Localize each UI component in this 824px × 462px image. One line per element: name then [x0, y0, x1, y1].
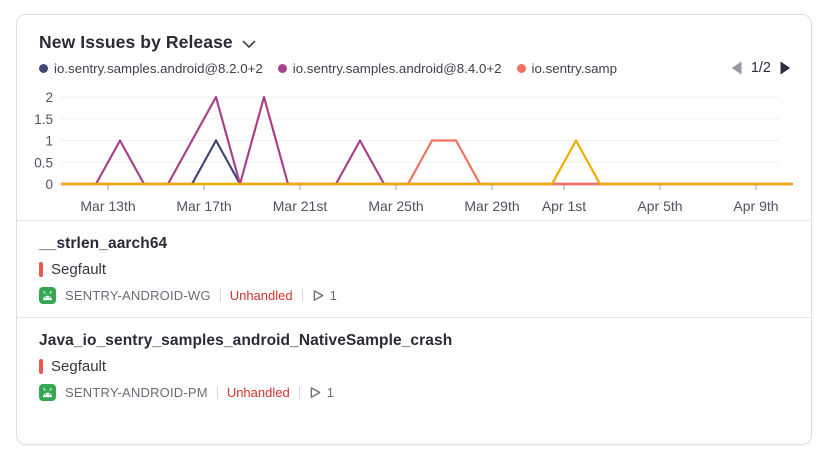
issue-row[interactable]: Java_io_sentry_samples_android_NativeSam…	[17, 317, 811, 414]
legend-label: io.sentry.samp	[531, 60, 618, 76]
legend-row: io.sentry.samples.android@8.2.0+2 io.sen…	[39, 60, 791, 76]
y-axis-label: 0.5	[34, 155, 53, 170]
x-axis-label: Mar 29th	[464, 198, 519, 214]
event-count-value: 1	[326, 385, 334, 400]
chevron-down-icon	[242, 40, 256, 48]
separator	[219, 289, 221, 302]
event-count: 1	[309, 385, 334, 400]
x-axis-label: Mar 13th	[80, 198, 135, 214]
issue-title[interactable]: __strlen_aarch64	[39, 235, 168, 252]
legend-dot	[277, 63, 287, 73]
separator	[216, 386, 218, 399]
separator	[301, 289, 303, 302]
issues-list: __strlen_aarch64 Segfault SENTRY-ANDROID…	[17, 220, 811, 414]
y-axis-label: 1.5	[34, 112, 53, 127]
widget-title[interactable]: New Issues by Release	[39, 32, 233, 52]
legend-item-release-2[interactable]: io.sentry.samples.android@8.4.0+2	[277, 60, 502, 76]
event-count-value: 1	[329, 288, 337, 303]
new-issues-chart[interactable]: 0 0.5 1 1.5 2 Mar 13th Mar 17th Mar 21st Mar 25t…	[17, 78, 811, 220]
legend-dot	[39, 63, 48, 73]
issue-type-label: Segfault	[51, 261, 107, 278]
unhandled-tag: Unhandled	[229, 288, 293, 303]
legend-next-button[interactable]	[780, 61, 791, 75]
y-axis-label: 0	[45, 177, 53, 192]
widget-title-row[interactable]: New Issues by Release	[39, 32, 791, 53]
legend-page-indicator: 1/2	[750, 60, 771, 76]
series-line-3	[60, 139, 794, 186]
y-axis-label: 2	[45, 90, 53, 105]
legend-label: io.sentry.samples.android@8.4.0+2	[292, 60, 502, 76]
x-axis-label: Mar 25th	[368, 198, 423, 214]
project-slug: SENTRY-ANDROID-WG	[65, 288, 211, 303]
new-issues-by-release-widget: New Issues by Release io.sentry.samples.…	[16, 14, 812, 445]
issue-meta-row: SENTRY-ANDROID-WG Unhandled 1	[39, 287, 789, 304]
x-axis-label: Mar 21st	[273, 198, 328, 214]
legend-prev-button[interactable]	[731, 61, 742, 75]
play-icon	[313, 290, 323, 301]
android-icon	[39, 384, 56, 401]
issue-row[interactable]: __strlen_aarch64 Segfault SENTRY-ANDROID…	[17, 221, 811, 317]
issue-meta-row: SENTRY-ANDROID-PM Unhandled 1	[39, 384, 789, 401]
issue-type-row: Segfault	[39, 261, 789, 278]
issue-title[interactable]: Java_io_sentry_samples_android_NativeSam…	[39, 332, 453, 349]
legend: io.sentry.samples.android@8.2.0+2 io.sen…	[39, 61, 721, 76]
x-axis-label: Mar 17th	[176, 198, 231, 214]
separator	[298, 386, 300, 399]
x-axis-label: Apr 9th	[733, 198, 778, 214]
y-axis-label: 1	[45, 134, 53, 149]
legend-item-release-3[interactable]: io.sentry.samp	[516, 60, 618, 76]
legend-item-release-1[interactable]: io.sentry.samples.android@8.2.0+2	[39, 61, 263, 76]
legend-pager: 1/2	[721, 60, 791, 76]
x-axis-label: Apr 1st	[542, 198, 586, 214]
legend-label: io.sentry.samples.android@8.2.0+2	[54, 60, 263, 76]
left-triangle-icon	[731, 61, 742, 75]
widget-header: New Issues by Release io.sentry.samples.…	[17, 15, 811, 76]
android-icon	[39, 287, 56, 304]
play-icon	[310, 387, 321, 398]
error-level-bar	[39, 262, 43, 277]
unhandled-tag: Unhandled	[226, 385, 290, 400]
x-axis-label: Apr 5th	[637, 198, 682, 214]
right-triangle-icon	[780, 61, 791, 75]
issue-type-label: Segfault	[51, 358, 107, 375]
legend-dot	[516, 63, 526, 73]
event-count: 1	[312, 288, 337, 303]
project-slug: SENTRY-ANDROID-PM	[65, 385, 208, 400]
error-level-bar	[39, 359, 43, 374]
issue-type-row: Segfault	[39, 358, 789, 375]
